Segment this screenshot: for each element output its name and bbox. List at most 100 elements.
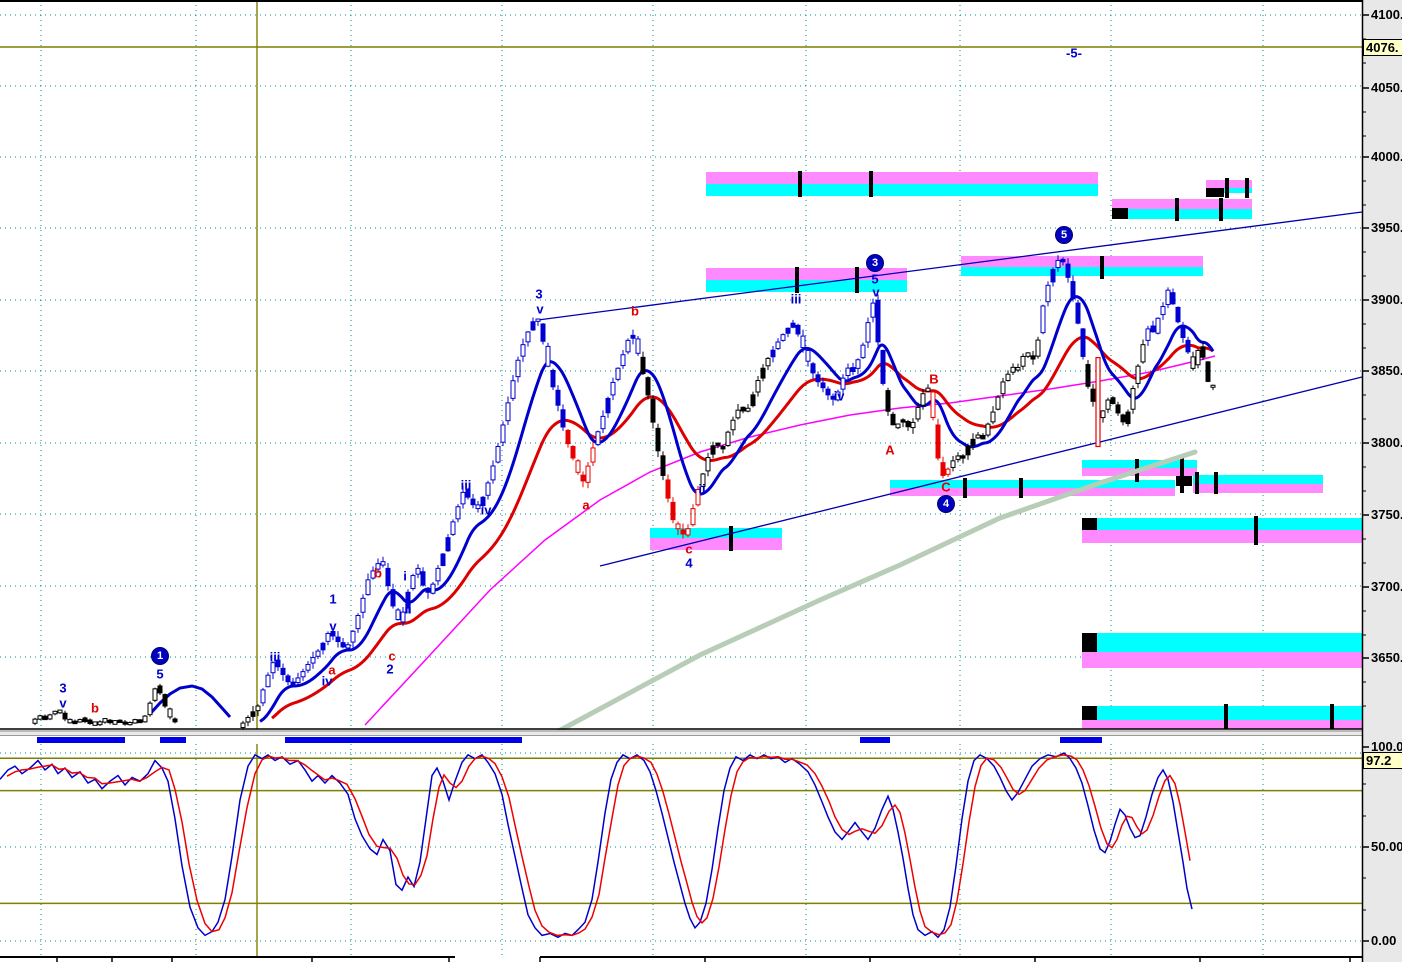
band-origin-square bbox=[1112, 208, 1128, 219]
candle-body bbox=[945, 468, 951, 475]
candle-body bbox=[117, 719, 123, 723]
candle-body bbox=[805, 349, 811, 362]
candle-body bbox=[1065, 263, 1071, 278]
candle-body bbox=[965, 446, 971, 456]
candle-body bbox=[620, 354, 626, 367]
candle-body bbox=[690, 508, 696, 526]
candle-body bbox=[360, 597, 366, 613]
band-touch-mark bbox=[798, 171, 802, 197]
band-magenta-zone bbox=[890, 488, 1175, 496]
candle-body bbox=[107, 719, 113, 724]
candle-body bbox=[715, 442, 721, 447]
band-touch-mark bbox=[1195, 472, 1199, 494]
candle-body bbox=[137, 719, 143, 724]
candle-body bbox=[305, 663, 311, 671]
osc-plot-background bbox=[0, 744, 1362, 957]
candle-body bbox=[710, 445, 716, 455]
candle-body bbox=[32, 718, 38, 724]
candle-body bbox=[815, 374, 821, 383]
candle-body bbox=[1025, 352, 1031, 357]
candle-body bbox=[535, 318, 541, 322]
candle-body bbox=[1125, 411, 1131, 425]
candle-body bbox=[1165, 289, 1171, 306]
candle-body bbox=[310, 657, 316, 664]
candle-body bbox=[355, 615, 361, 630]
candle-body bbox=[855, 359, 861, 369]
candle-body bbox=[940, 462, 946, 476]
candle-body bbox=[250, 711, 256, 717]
candle-body bbox=[390, 589, 396, 607]
candle-body bbox=[67, 718, 73, 724]
oscillator-panel[interactable] bbox=[0, 744, 1362, 962]
candle-body bbox=[315, 650, 321, 657]
panel-separator[interactable] bbox=[0, 730, 1402, 736]
band-magenta-zone bbox=[1193, 484, 1323, 493]
candle-body bbox=[685, 528, 691, 536]
candle-body bbox=[970, 438, 976, 446]
candle-body bbox=[1050, 269, 1056, 283]
candle-body bbox=[670, 501, 676, 521]
signal-bars bbox=[37, 737, 1102, 743]
candle-body bbox=[1120, 414, 1126, 423]
candle-body bbox=[410, 575, 416, 589]
candle-body bbox=[985, 423, 991, 436]
candle-body bbox=[147, 702, 153, 716]
band-touch-mark bbox=[795, 267, 799, 293]
candle-body bbox=[955, 455, 961, 460]
candle-body bbox=[735, 409, 741, 419]
candle-body bbox=[725, 431, 731, 447]
candle-body bbox=[720, 446, 726, 450]
candle-body bbox=[505, 402, 511, 422]
candle-body bbox=[1020, 355, 1026, 367]
candle-body bbox=[765, 357, 771, 367]
band bbox=[1193, 472, 1323, 494]
candle-body bbox=[400, 611, 406, 623]
candle-body bbox=[975, 434, 981, 439]
candle-body bbox=[790, 322, 796, 328]
candle-body bbox=[875, 299, 881, 343]
lower-channel-trendline[interactable] bbox=[599, 376, 1363, 567]
band bbox=[1082, 633, 1362, 668]
candle-body bbox=[1040, 305, 1046, 334]
candle-body bbox=[1090, 388, 1096, 402]
candle-body bbox=[320, 642, 326, 651]
candle-body bbox=[97, 721, 103, 726]
candle-body bbox=[1100, 410, 1106, 419]
candle-body bbox=[260, 689, 266, 704]
candle-body bbox=[750, 394, 756, 407]
band-cyan-zone bbox=[890, 480, 1175, 488]
magenta-ma-line bbox=[364, 355, 1216, 726]
candle-body bbox=[610, 381, 616, 396]
band bbox=[961, 256, 1203, 279]
candle-body bbox=[490, 465, 496, 481]
candle-body bbox=[570, 446, 576, 459]
candle-body bbox=[615, 367, 621, 380]
band-cyan-zone bbox=[1193, 475, 1323, 484]
candle-body bbox=[455, 506, 461, 520]
candle-body bbox=[325, 632, 331, 642]
candle-body bbox=[1140, 344, 1146, 363]
band-touch-mark bbox=[1175, 198, 1179, 221]
upper-channel-trendline[interactable] bbox=[537, 211, 1363, 321]
candle-body bbox=[930, 391, 936, 418]
candle-body bbox=[860, 344, 866, 359]
band-cyan-zone bbox=[1082, 633, 1362, 652]
band-touch-mark bbox=[1225, 178, 1229, 198]
candle-body bbox=[775, 341, 781, 350]
candle-body bbox=[1155, 317, 1161, 334]
band-touch-mark bbox=[1180, 457, 1184, 493]
candle-body bbox=[265, 674, 271, 688]
main-gridlines bbox=[0, 0, 1362, 729]
candle-body bbox=[1200, 346, 1206, 358]
band-cyan-zone bbox=[1112, 209, 1252, 219]
candle-body bbox=[565, 429, 571, 445]
candle-body bbox=[425, 587, 431, 593]
candle-body bbox=[102, 718, 108, 723]
band-origin-square bbox=[1082, 633, 1097, 652]
candle-body bbox=[275, 659, 281, 668]
main-chart-panel[interactable] bbox=[0, 0, 1402, 743]
candle-body bbox=[555, 389, 561, 406]
candle-body bbox=[800, 335, 806, 349]
candle-body bbox=[485, 482, 491, 496]
